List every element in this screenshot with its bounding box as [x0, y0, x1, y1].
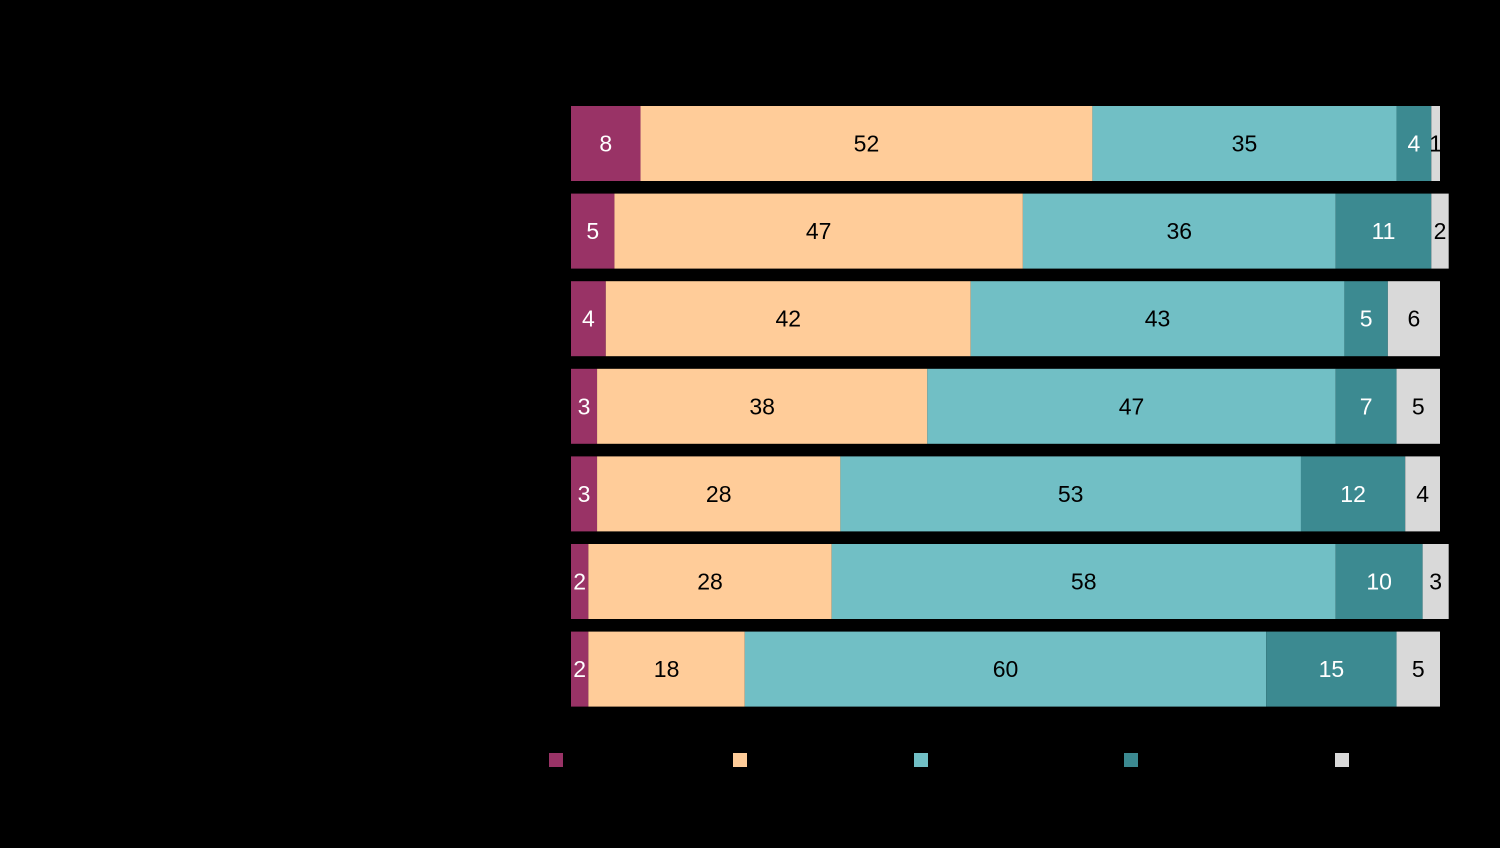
legend-swatch — [733, 753, 747, 767]
bar-row: 2 18 60 15 5 — [571, 631, 1440, 707]
bar-segment — [1422, 544, 1449, 619]
bar-segment — [571, 544, 589, 619]
data-label: 28 — [697, 569, 723, 595]
bar-segment — [1431, 193, 1449, 269]
legend-swatch — [914, 753, 928, 767]
bar-segment — [571, 456, 598, 532]
bar-segment — [571, 631, 589, 707]
bar-row: 8 52 35 4 1 — [571, 106, 1442, 181]
bar-segment — [1396, 631, 1440, 707]
data-label: 2 — [1434, 218, 1447, 244]
bar-segment — [1335, 193, 1432, 269]
legend-item — [733, 753, 747, 767]
legend-swatch — [1124, 753, 1138, 767]
bar-segment — [571, 368, 598, 444]
bar-segment — [588, 631, 745, 707]
data-label: 47 — [1119, 393, 1145, 419]
bar-segment — [744, 631, 1267, 707]
legend-item — [914, 753, 928, 767]
bar-row: 3 28 53 12 4 — [571, 456, 1440, 532]
data-label: 60 — [993, 656, 1019, 682]
data-label: 35 — [1232, 131, 1258, 157]
legend-swatch — [1335, 753, 1349, 767]
data-label: 12 — [1340, 481, 1366, 507]
bar-segment — [571, 106, 641, 181]
data-label: 5 — [1360, 306, 1373, 332]
bar-segment — [927, 368, 1336, 444]
data-label: 3 — [578, 481, 591, 507]
data-label: 3 — [578, 393, 591, 419]
bar-segment — [1405, 456, 1440, 532]
legend-item — [1335, 753, 1349, 767]
data-label: 5 — [586, 218, 599, 244]
bar-segment — [1092, 106, 1397, 181]
data-label: 47 — [806, 218, 832, 244]
bar-segment — [597, 456, 841, 532]
data-label: 2 — [573, 656, 586, 682]
data-label: 5 — [1412, 656, 1425, 682]
data-label: 36 — [1167, 218, 1193, 244]
bar-segment — [1344, 281, 1388, 357]
bar-row: 4 42 43 5 6 — [571, 281, 1440, 357]
data-label: 43 — [1145, 306, 1171, 332]
data-label: 4 — [1416, 481, 1429, 507]
bar-segment — [1300, 456, 1406, 532]
data-label: 3 — [1429, 569, 1442, 595]
data-label: 5 — [1412, 393, 1425, 419]
bar-segment — [588, 544, 832, 619]
bar-segment — [840, 456, 1301, 532]
bar-segment — [1431, 106, 1440, 181]
legend-item — [549, 753, 563, 767]
legend — [549, 753, 1349, 767]
bar-segment — [597, 368, 928, 444]
bar-segment — [1387, 281, 1440, 357]
data-label: 11 — [1372, 218, 1396, 244]
bar-segment — [640, 106, 1093, 181]
bar-segment — [1396, 106, 1432, 181]
data-label: 18 — [654, 656, 680, 682]
data-label: 10 — [1366, 569, 1392, 595]
legend-item — [1124, 753, 1138, 767]
data-label: 28 — [706, 481, 732, 507]
legend-swatch — [549, 753, 563, 767]
data-label: 53 — [1058, 481, 1084, 507]
bar-segment — [1335, 544, 1423, 619]
data-label: 42 — [775, 306, 801, 332]
bar-segment — [571, 281, 606, 357]
data-label: 2 — [573, 569, 586, 595]
bar-row: 2 28 58 10 3 — [571, 544, 1449, 619]
data-label: 58 — [1071, 569, 1097, 595]
data-label: 1 — [1429, 131, 1442, 157]
data-label: 4 — [1408, 131, 1421, 157]
data-label: 38 — [749, 393, 775, 419]
bar-segment — [1335, 368, 1397, 444]
bar-segment — [571, 193, 615, 269]
data-label: 6 — [1408, 306, 1421, 332]
data-label: 4 — [582, 306, 595, 332]
bar-row: 3 38 47 7 5 — [571, 368, 1440, 444]
bars: 8 52 35 4 15 47 36 11 24 42 43 5 63 38 47 7 53 28 53 12 42 28… — [571, 106, 1449, 707]
bar-segment — [1266, 631, 1397, 707]
bar-segment — [614, 193, 1023, 269]
bar-segment — [1396, 368, 1440, 444]
data-label: 8 — [599, 131, 612, 157]
bar-segment — [831, 544, 1336, 619]
data-label: 15 — [1319, 656, 1345, 682]
bar-segment — [605, 281, 971, 357]
data-label: 7 — [1360, 393, 1373, 419]
bar-segment — [970, 281, 1345, 357]
bar-row: 5 47 36 11 2 — [571, 193, 1449, 269]
data-label: 52 — [854, 131, 880, 157]
bar-segment — [1022, 193, 1336, 269]
